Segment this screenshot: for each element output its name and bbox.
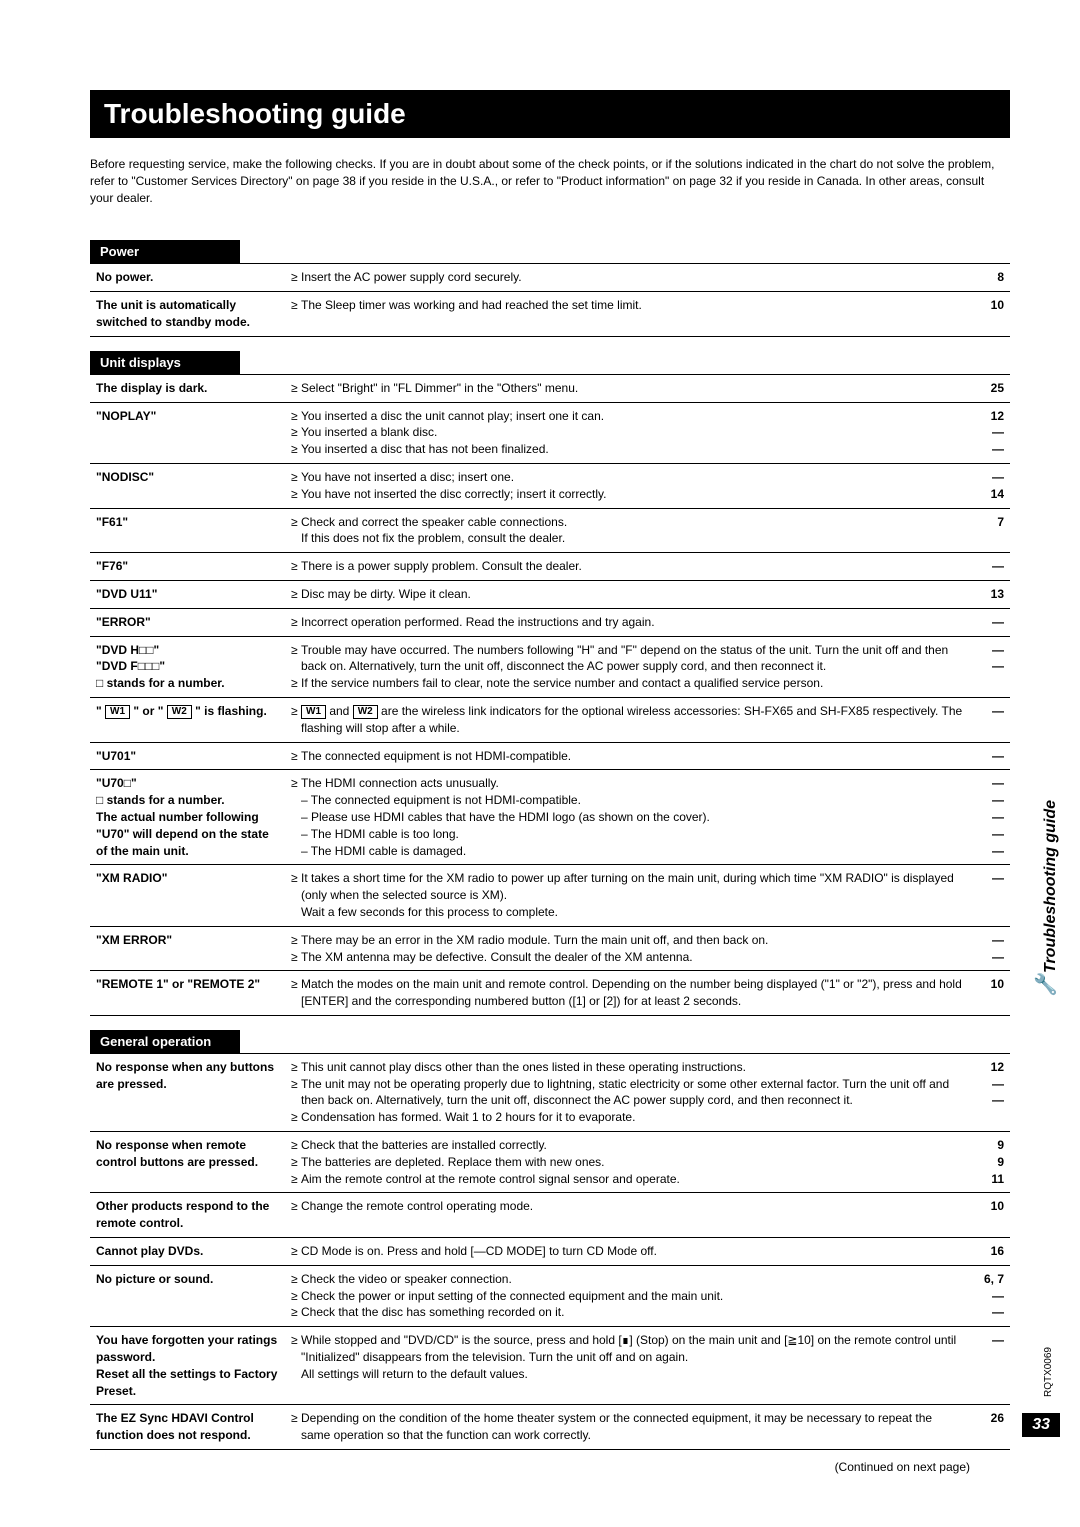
solution-cell: ≥Disc may be dirty. Wipe it clean. (285, 580, 970, 608)
symptom-cell: The unit is automatically switched to st… (90, 292, 285, 337)
solution-cell: ≥The HDMI connection acts unusually.– Th… (285, 770, 970, 865)
page-ref-cell: 6, 7—— (970, 1265, 1010, 1326)
symptom-cell: "REMOTE 1" or "REMOTE 2" (90, 971, 285, 1016)
page-ref-cell: — (970, 553, 1010, 581)
page-ref-cell: 25 (970, 374, 1010, 402)
solution-cell: ≥Insert the AC power supply cord securel… (285, 264, 970, 292)
page-ref-cell: ————— (970, 770, 1010, 865)
section-unit-label: Unit displays (90, 351, 240, 374)
solution-cell: ≥This unit cannot play discs other than … (285, 1053, 970, 1131)
symptom-cell: No response when remote control buttons … (90, 1132, 285, 1193)
symptom-cell: " W1 " or " W2 " is flashing. (90, 697, 285, 742)
symptom-cell: "F61" (90, 508, 285, 553)
page-ref-cell: 8 (970, 264, 1010, 292)
symptom-cell: The display is dark. (90, 374, 285, 402)
page-ref-cell: 10 (970, 1193, 1010, 1238)
page-ref-cell: —— (970, 926, 1010, 971)
solution-cell: ≥You inserted a disc the unit cannot pla… (285, 402, 970, 463)
solution-cell: ≥The Sleep timer was working and had rea… (285, 292, 970, 337)
page-number: 33 (1022, 1413, 1060, 1437)
page-ref-cell: 10 (970, 971, 1010, 1016)
page-ref-cell: 12—— (970, 1053, 1010, 1131)
symptom-cell: No power. (90, 264, 285, 292)
page-ref-cell: — (970, 608, 1010, 636)
page-ref-cell: 9911 (970, 1132, 1010, 1193)
page-ref-cell: 7 (970, 508, 1010, 553)
solution-cell: ≥Trouble may have occurred. The numbers … (285, 636, 970, 697)
solution-cell: ≥Check the video or speaker connection.≥… (285, 1265, 970, 1326)
page-title: Troubleshooting guide (90, 90, 1010, 138)
page-ref-cell: — (970, 1327, 1010, 1405)
wrench-icon: 🔧 (1033, 972, 1058, 997)
page-ref-cell: 16 (970, 1238, 1010, 1266)
solution-cell: ≥Change the remote control operating mod… (285, 1193, 970, 1238)
solution-cell: ≥W1 and W2 are the wireless link indicat… (285, 697, 970, 742)
symptom-cell: "U70□"□ stands for a number.The actual n… (90, 770, 285, 865)
page-ref-cell: 26 (970, 1405, 1010, 1450)
solution-cell: ≥The connected equipment is not HDMI-com… (285, 742, 970, 770)
page-ref-cell: —14 (970, 463, 1010, 508)
symptom-cell: No response when any buttons are pressed… (90, 1053, 285, 1131)
page-ref-cell: — (970, 865, 1010, 926)
symptom-cell: The EZ Sync HDAVI Control function does … (90, 1405, 285, 1450)
page-ref-cell: —— (970, 636, 1010, 697)
unit-table: The display is dark.≥Select "Bright" in … (90, 374, 1010, 1016)
intro-text: Before requesting service, make the foll… (90, 156, 1010, 206)
symptom-cell: "DVD H□□""DVD F□□□"□ stands for a number… (90, 636, 285, 697)
power-table: No power.≥Insert the AC power supply cor… (90, 263, 1010, 336)
continued-text: (Continued on next page) (90, 1460, 1010, 1474)
solution-cell: ≥There is a power supply problem. Consul… (285, 553, 970, 581)
solution-cell: ≥It takes a short time for the XM radio … (285, 865, 970, 926)
symptom-cell: "XM RADIO" (90, 865, 285, 926)
symptom-cell: No picture or sound. (90, 1265, 285, 1326)
section-general-label: General operation (90, 1030, 240, 1053)
page-ref-cell: 10 (970, 292, 1010, 337)
symptom-cell: "NODISC" (90, 463, 285, 508)
side-tab-label: Troubleshooting guide (1042, 800, 1060, 973)
general-table: No response when any buttons are pressed… (90, 1053, 1010, 1450)
solution-cell: ≥While stopped and "DVD/CD" is the sourc… (285, 1327, 970, 1405)
symptom-cell: Cannot play DVDs. (90, 1238, 285, 1266)
page-ref-cell: — (970, 742, 1010, 770)
doc-code: RQTX0069 (1043, 1347, 1054, 1397)
solution-cell: ≥You have not inserted a disc; insert on… (285, 463, 970, 508)
symptom-cell: Other products respond to the remote con… (90, 1193, 285, 1238)
symptom-cell: "U701" (90, 742, 285, 770)
solution-cell: ≥CD Mode is on. Press and hold [—CD MODE… (285, 1238, 970, 1266)
page-ref-cell: 13 (970, 580, 1010, 608)
solution-cell: ≥Check that the batteries are installed … (285, 1132, 970, 1193)
solution-cell: ≥Match the modes on the main unit and re… (285, 971, 970, 1016)
solution-cell: ≥Incorrect operation performed. Read the… (285, 608, 970, 636)
solution-cell: ≥Select "Bright" in "FL Dimmer" in the "… (285, 374, 970, 402)
symptom-cell: "ERROR" (90, 608, 285, 636)
symptom-cell: "DVD U11" (90, 580, 285, 608)
symptom-cell: "XM ERROR" (90, 926, 285, 971)
section-power-label: Power (90, 240, 240, 263)
symptom-cell: "F76" (90, 553, 285, 581)
symptom-cell: "NOPLAY" (90, 402, 285, 463)
page-ref-cell: 12—— (970, 402, 1010, 463)
page-ref-cell: — (970, 697, 1010, 742)
solution-cell: ≥Depending on the condition of the home … (285, 1405, 970, 1450)
solution-cell: ≥There may be an error in the XM radio m… (285, 926, 970, 971)
solution-cell: ≥Check and correct the speaker cable con… (285, 508, 970, 553)
symptom-cell: You have forgotten your ratings password… (90, 1327, 285, 1405)
